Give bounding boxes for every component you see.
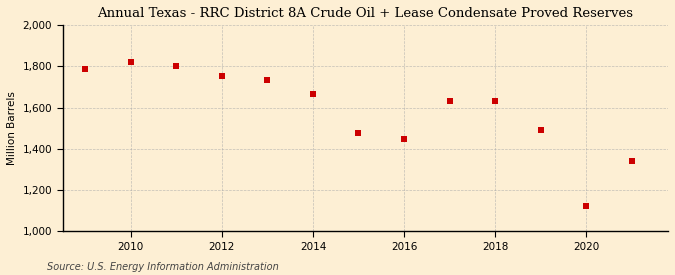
Point [308, 92, 319, 97]
Point [399, 136, 410, 141]
Point [626, 159, 637, 163]
Point [535, 128, 546, 133]
Point [126, 60, 136, 65]
Point [353, 131, 364, 136]
Y-axis label: Million Barrels: Million Barrels [7, 91, 17, 165]
Point [262, 78, 273, 82]
Text: Source: U.S. Energy Information Administration: Source: U.S. Energy Information Administ… [47, 262, 279, 272]
Point [80, 66, 90, 71]
Point [217, 73, 227, 78]
Title: Annual Texas - RRC District 8A Crude Oil + Lease Condensate Proved Reserves: Annual Texas - RRC District 8A Crude Oil… [97, 7, 633, 20]
Point [580, 204, 591, 209]
Point [489, 99, 500, 104]
Point [444, 99, 455, 104]
Point [171, 64, 182, 69]
